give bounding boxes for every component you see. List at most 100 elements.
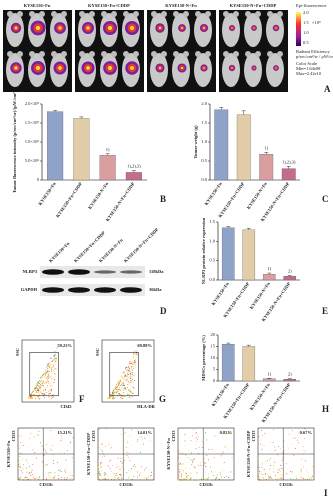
event [268,475,270,477]
event [53,477,55,479]
event [259,479,261,481]
event [20,445,22,447]
event [34,451,36,453]
event [277,445,279,447]
colorbar-tick: 0.5 [303,40,309,45]
event [47,375,49,377]
event [48,393,50,395]
event [49,365,51,367]
event [42,376,44,378]
event [277,472,279,473]
event [180,479,182,481]
event [20,442,21,444]
event [133,387,135,389]
bar [47,111,64,181]
event [28,472,30,473]
bar [242,229,256,281]
event [133,475,135,477]
event [29,397,31,399]
event [183,478,185,480]
event [116,463,118,465]
event [31,394,33,396]
event [46,371,48,372]
event [118,381,120,383]
event [101,470,102,472]
mouse-ear [183,51,189,57]
event [195,437,197,439]
event [50,370,52,372]
event [43,390,45,392]
event [98,465,99,467]
event [261,463,263,465]
event [189,478,191,480]
event [52,394,54,396]
event [57,462,58,463]
event [40,391,42,393]
y-tick-label: 1.0×10⁹ [25,139,40,144]
event [21,470,23,472]
event [45,478,47,480]
event [55,357,57,359]
event [26,471,28,473]
event [126,389,128,390]
event [181,469,183,471]
event [37,389,39,391]
event [310,479,312,481]
event [23,444,25,446]
event [42,393,44,394]
event [279,448,281,450]
event [30,432,32,434]
event [51,394,53,396]
event [110,459,112,461]
event [50,472,52,474]
event [39,381,41,383]
event [270,479,271,481]
event [48,475,49,477]
colorbar-units: p/sec/cm²/sr / µW/cm² [296,54,333,59]
event [38,398,40,400]
event [116,474,118,476]
event [31,392,33,393]
band [94,287,116,293]
event [124,376,126,378]
event [132,372,133,374]
event [218,478,220,480]
event [150,475,152,477]
event [38,397,40,399]
plot-frame [101,339,155,403]
event [49,371,50,373]
event [203,464,205,466]
event [64,468,66,470]
event [53,460,55,462]
group-label: KYSE150-N+Fn [165,3,197,8]
event [25,459,27,461]
event [50,367,52,368]
event [45,377,47,379]
event [200,464,202,466]
event [49,382,51,384]
event [302,478,304,479]
band-size: 118kDa [149,269,164,274]
event [285,473,287,475]
event [309,479,311,481]
event [123,371,125,372]
mouse-ear [89,11,95,17]
event [116,386,118,388]
event [291,471,293,473]
event [136,353,138,355]
event [126,387,128,388]
event [45,389,47,391]
signal [202,26,206,30]
event [121,394,123,396]
event [180,476,182,478]
event [49,393,51,395]
event [43,397,45,399]
event [98,468,100,470]
event [129,459,131,461]
event [300,469,302,471]
signal [86,66,90,70]
event [27,461,28,463]
event [99,474,101,476]
event [130,378,131,380]
mouse-ear [89,51,95,57]
